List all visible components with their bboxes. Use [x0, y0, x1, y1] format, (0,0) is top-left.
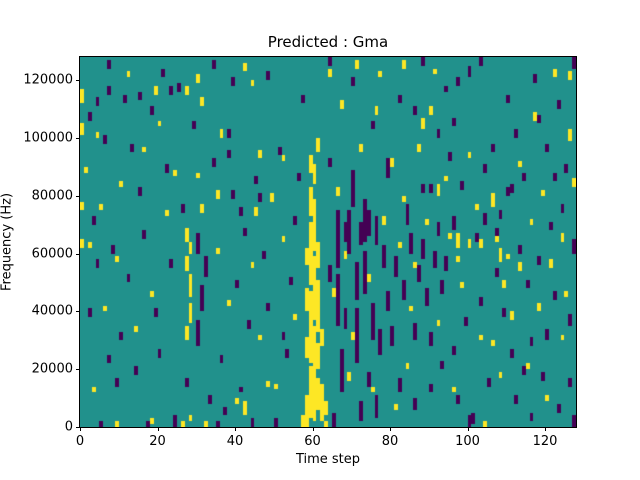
y-tick-mark [76, 311, 80, 313]
x-tick-label: 40 [226, 434, 244, 449]
x-tick-label: 80 [381, 434, 399, 449]
x-tick-mark [545, 427, 546, 431]
x-tick-label: 20 [149, 434, 166, 449]
y-tick-label: 20000 [31, 361, 73, 377]
x-tick-mark [235, 427, 236, 431]
x-tick-label: 60 [304, 434, 321, 449]
x-tick-label: 120 [532, 434, 558, 449]
y-tick-mark [76, 137, 80, 139]
x-tick-mark [312, 427, 314, 431]
y-tick-mark [76, 427, 80, 428]
y-tick-label: 60000 [31, 246, 73, 262]
y-tick-label: 0 [64, 419, 73, 435]
y-axis-label: Frequency (Hz) [0, 192, 15, 292]
y-tick-mark [76, 253, 80, 255]
x-tick-mark [390, 427, 391, 431]
y-tick-label: 120000 [23, 72, 73, 88]
y-tick-label: 40000 [31, 303, 73, 319]
plot-title: Predicted : Gma [267, 33, 389, 51]
x-tick-mark [80, 427, 81, 431]
x-axis-label: Time step [295, 452, 361, 467]
y-tick-mark [76, 80, 80, 82]
y-tick-label: 100000 [23, 130, 73, 146]
x-tick-mark [157, 427, 159, 431]
y-tick-mark [76, 195, 80, 197]
heatmap-canvas [80, 57, 576, 427]
axes [79, 56, 577, 428]
x-tick-label: 100 [455, 434, 480, 449]
y-tick-label: 80000 [31, 188, 73, 204]
y-tick-mark [76, 369, 80, 371]
x-tick-label: 0 [75, 434, 85, 449]
x-tick-mark [467, 427, 469, 431]
